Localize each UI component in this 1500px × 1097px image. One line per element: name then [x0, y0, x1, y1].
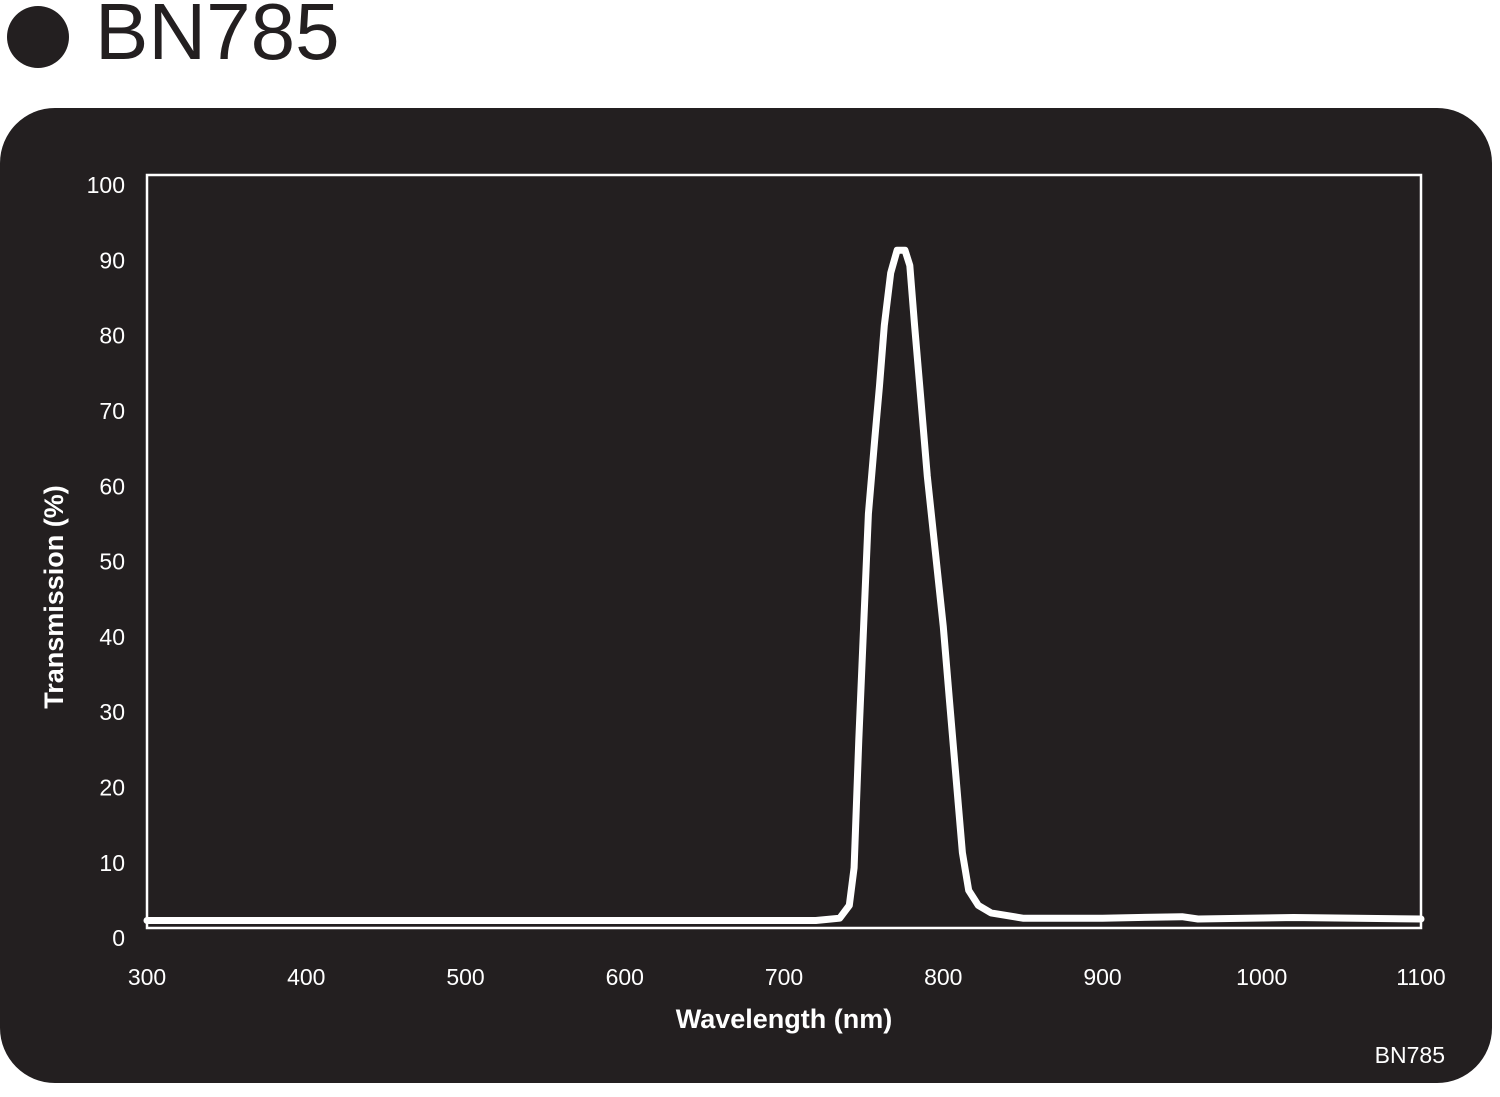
x-tick-label: 500: [446, 964, 484, 990]
x-axis-label: Wavelength (nm): [676, 1004, 893, 1034]
plot-frame: [145, 173, 1423, 930]
y-tick-label: 80: [99, 323, 125, 349]
chart-note: BN785: [1375, 1042, 1445, 1068]
y-tick-label: 60: [99, 473, 125, 499]
x-tick-label: 800: [924, 964, 962, 990]
chart-panel: [0, 108, 1492, 1083]
x-tick-label: 1000: [1236, 964, 1287, 990]
x-tick-label: 600: [606, 964, 644, 990]
x-tick-label: 300: [128, 964, 166, 990]
y-tick-label: 90: [99, 247, 125, 273]
x-tick-label: 700: [765, 964, 803, 990]
y-tick-label: 20: [99, 774, 125, 800]
x-tick-label: 1100: [1396, 964, 1445, 990]
y-tick-label: 0: [112, 925, 125, 951]
y-tick-label: 10: [99, 850, 125, 876]
x-tick-label: 900: [1083, 964, 1121, 990]
x-tick-label: 400: [287, 964, 325, 990]
y-axis-label: Transmission (%): [39, 485, 69, 709]
y-tick-label: 50: [99, 549, 125, 575]
data-line: [143, 246, 1425, 924]
y-tick-label: 40: [99, 624, 125, 650]
y-tick-label: 30: [99, 699, 125, 725]
title-bullet: [7, 6, 69, 68]
y-tick-label: 100: [87, 172, 125, 198]
chart-title: BN785: [95, 0, 340, 76]
y-tick-label: 70: [99, 398, 125, 424]
